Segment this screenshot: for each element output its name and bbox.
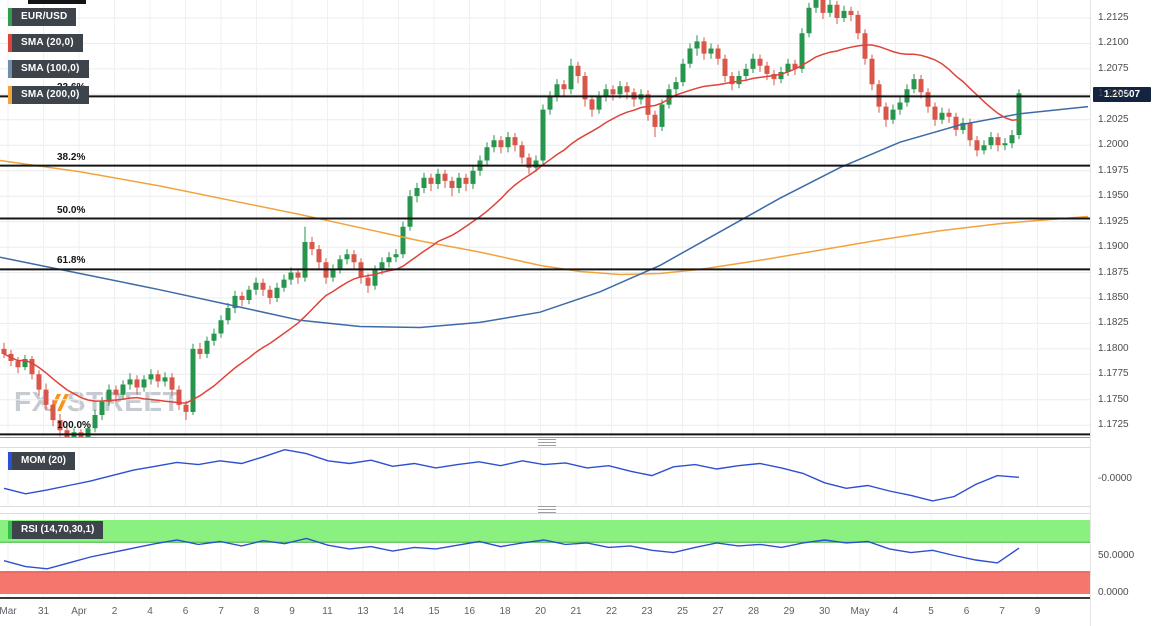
rsi-line [3,537,1020,570]
time-tick-label: 13 [357,606,369,617]
price-tick-label: 1.1825 [1098,317,1129,329]
fib-level-label: 100.0% [57,420,91,432]
time-tick-label: 14 [392,606,405,617]
price-tick-label: 1.1750 [1098,393,1129,405]
time-tick-label: 11 [322,606,333,617]
time-tick-label: 4 [147,606,153,617]
panel-resize-handle-rsi[interactable] [538,506,556,513]
momentum-chart[interactable] [0,448,1090,506]
time-tick-label: 2 [111,606,118,617]
legend-badge[interactable]: EUR/USD [8,8,77,26]
time-tick-label: 7 [218,606,224,617]
price-tick-label: 1.1775 [1098,368,1129,380]
time-tick-label: 6 [963,606,970,617]
price-tick-label: 1.2075 [1098,62,1129,74]
rsi-chart[interactable] [0,514,1090,597]
sma-100-line [0,105,1089,329]
legend-badge[interactable]: SMA (200,0) [8,86,89,104]
price-tick-label: 1.1800 [1098,342,1129,354]
mom-axis-value: -0.0000 [1098,473,1132,484]
current-price-badge: 1.20507 [1093,86,1151,102]
indicator-legend: EUR/USD SMA (20,0) SMA (100,0) SMA (200,0) [8,8,89,104]
price-tick-label: 1.2050 [1098,88,1129,100]
time-tick-label: 15 [428,606,440,617]
rsi-threshold-band [0,520,1090,543]
time-tick-label: 9 [289,606,295,617]
time-tick-label: 25 [676,606,689,617]
mom-indicator-badge[interactable]: MOM (20) [8,452,75,470]
legend-badge[interactable]: SMA (100,0) [8,60,89,78]
bullish-candle-bodies [22,0,1022,437]
time-tick-label: 4 [892,606,899,617]
time-tick-label: 20 [534,606,547,617]
main-price-chart[interactable] [0,0,1090,437]
time-tick-label: 30 [818,606,831,617]
panel-resize-handle-mom[interactable] [538,439,556,446]
sma-200-line [0,159,1089,276]
momentum-panel[interactable] [0,447,1090,507]
price-tick-label: 1.1850 [1098,291,1129,303]
price-tick-label: 1.1725 [1098,419,1129,431]
time-tick-label: 23 [641,606,653,617]
sma-20-line [3,44,1020,404]
price-tick-label: 1.1900 [1098,241,1129,253]
price-tick-label: 1.2125 [1098,12,1129,23]
time-tick-label: 27 [712,606,724,617]
time-tick-label: 28 [747,606,760,617]
price-tick-label: 1.1950 [1098,190,1129,202]
price-tick-label: 1.1925 [1098,215,1129,227]
fib-level-label: 61.8% [57,255,86,267]
time-tick-label: 31 [37,606,50,617]
time-axis[interactable]: Mar 31 Apr 2 4 6 7 8 9 11 13 14 15 16 18 20 21 22 23 25 27 28… [0,601,1090,626]
rsi-axis-0-label: 0.0000 [1098,587,1129,598]
rsi-threshold-band [0,571,1090,594]
time-tick-label: May [850,606,870,617]
time-tick-label: 7 [999,606,1005,617]
time-tick-label: 29 [783,606,795,617]
price-tick-label: 1.2000 [1098,139,1129,151]
time-tick-label: 16 [463,606,476,617]
clipped-top-bar [28,0,86,4]
time-tick-label: 21 [570,606,582,617]
price-axis[interactable]: 1.20507 -0.0000 50.0000 0.0000 1.2125 1.2… [1090,0,1158,626]
price-tick-label: 1.2100 [1098,37,1129,49]
rsi-panel[interactable] [0,513,1090,599]
time-tick-label: 8 [253,606,260,617]
time-tick-label: 18 [499,606,511,617]
time-tick-label: 9 [1034,606,1041,617]
fib-level-label: 50.0% [57,204,86,216]
time-tick-label: Mar [0,606,17,617]
main-panel-border [0,437,1090,438]
legend-badge[interactable]: SMA (20,0) [8,34,83,52]
time-tick-label: 22 [605,606,618,617]
price-tick-label: 1.2025 [1098,113,1129,125]
price-tick-label: 1.1875 [1098,266,1129,278]
time-tick-label: Apr [71,606,87,617]
rsi-axis-50-label: 50.0000 [1098,550,1135,561]
time-tick-label: 5 [928,606,934,617]
price-tick-label: 1.1975 [1098,164,1129,176]
time-tick-label: 6 [182,606,189,617]
fib-level-label: 38.2% [57,151,86,163]
momentum-line [3,448,1020,502]
rsi-indicator-badge[interactable]: RSI (14,70,30,1) [8,521,104,539]
